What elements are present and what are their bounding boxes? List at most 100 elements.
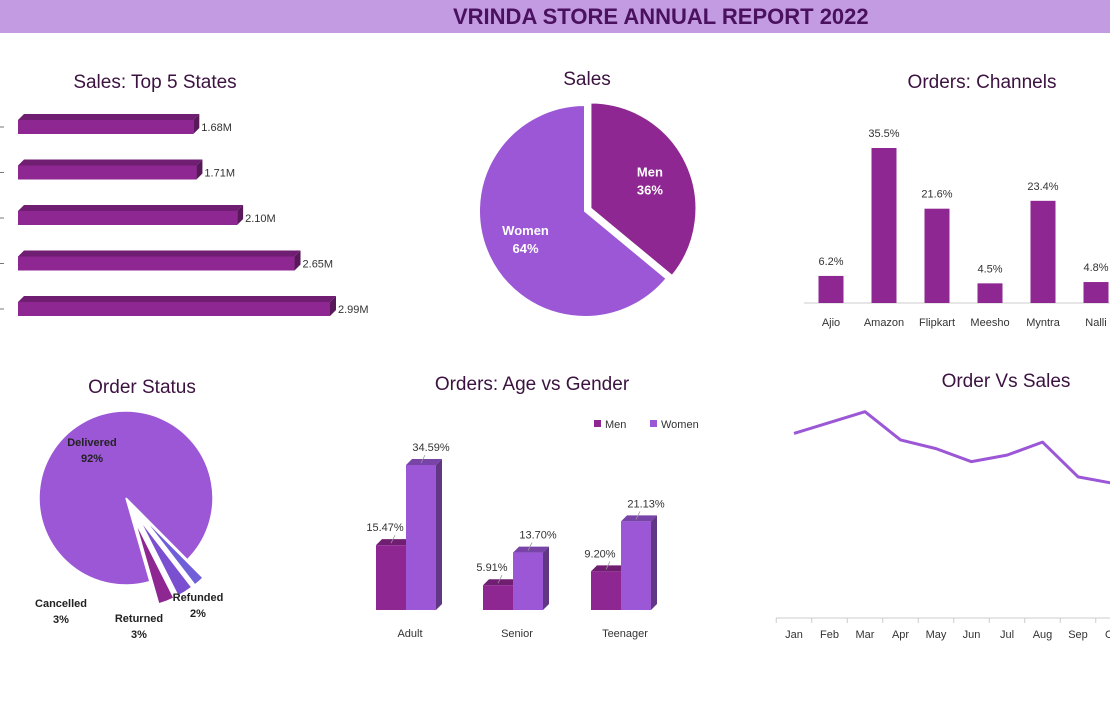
age-bar [621,521,651,610]
slice-label: Women [502,223,549,238]
state-bar-top [18,250,301,257]
chart-title: Order Vs Sales [942,371,1071,392]
bar-data-label: 2.10M [245,213,276,225]
age-bar-top [483,579,519,586]
slice-label: Delivered [67,437,117,449]
state-bar-side [330,296,336,316]
bar-data-label: 21.6% [921,189,952,201]
slice-label: Cancelled [35,598,87,610]
legend-swatch [594,420,601,427]
slice-label: Refunded [173,592,224,604]
pie-slice-refunded [141,515,205,587]
chart-title: Order Status [88,377,196,398]
slice-percent: 36% [637,182,663,197]
channel-bar [1030,200,1056,303]
age-bar [513,552,543,610]
chart-top-states: Sales: Top 5 States 1.68M 1.71M 2.10M 2.65M… [0,72,369,316]
bar-data-label: 9.20% [584,548,615,560]
chart-age-gender: Orders: Age vs Gender Men Women 15.47% 34.5… [366,374,699,640]
sales-line [793,410,1110,485]
bar-data-label: 23.4% [1027,181,1058,193]
x-tick-label: Myntra [1026,317,1061,329]
chart-order-status: Order Status Delivered 92% Cancelled 3% Retu… [35,377,224,641]
bar-data-label: 35.5% [868,128,899,140]
state-bar [18,302,330,316]
age-bar [406,465,436,610]
channel-bar [1083,282,1109,303]
x-tick-label: Feb [820,629,839,641]
pie-slice-delivered [38,410,214,586]
age-bar-top [406,459,442,465]
x-tick-label: Ajio [822,317,840,329]
slice-percent: 2% [190,608,206,620]
age-bar-top [591,565,627,572]
pie-slice-women [478,103,669,318]
leader-line [635,511,641,520]
age-bar [591,571,621,610]
slice-label: Returned [115,613,163,625]
chart-sales-gender: Sales Men 36% Women 64% [478,69,698,318]
pie-slice-cancelled [134,520,175,605]
age-bar [376,545,406,610]
bar-data-label: 1.68M [201,122,232,134]
legend-label: Women [661,419,699,431]
bar-data-label: 34.59% [412,442,450,454]
x-tick-label: Jun [963,629,981,641]
chart-title: Sales: Top 5 States [73,72,236,93]
age-bar-top [621,515,657,522]
state-bar-top [18,205,244,211]
x-tick-label: Teenager [602,628,648,640]
leader-line [390,534,396,544]
pie-slice-returned [138,517,193,597]
slice-label: Men [637,164,663,179]
state-bar-top [18,296,336,302]
pie-slice-men [589,101,698,278]
bar-data-label: 1.71M [204,168,235,180]
bar-data-label: 21.13% [627,498,665,510]
x-tick-label: Sep [1068,629,1088,641]
x-tick-label: Oct [1105,629,1110,641]
x-tick-label: Jan [785,629,803,641]
chart-title: Orders: Channels [908,72,1057,93]
channel-bar [977,283,1003,303]
leader-line [605,561,611,570]
leader-line [527,542,533,551]
state-bar [18,165,197,180]
channel-bar [818,275,844,303]
report-banner [0,0,1110,33]
leader-line [497,575,503,584]
channel-bar [924,208,950,303]
state-bar-side [196,159,203,180]
bar-data-label: 13.70% [519,530,557,542]
age-bar-side [436,459,442,610]
bar-data-label: 15.47% [366,522,404,534]
chart-channels: Orders: Channels 6.2% Ajio 35.5% Amazon 21.6… [804,72,1110,329]
legend-swatch [650,420,657,427]
channel-bar [871,148,897,303]
bar-data-label: 4.8% [1083,262,1108,274]
age-bar [483,585,513,610]
state-bar-side [193,114,200,134]
slice-percent: 92% [81,453,103,465]
chart-order-vs-sales: Order Vs Sales Jan Feb Mar Apr May Jun Jul Aug S… [775,371,1110,641]
age-bar-side [651,515,657,610]
state-bar-side [294,250,301,271]
x-tick-label: Mar [856,629,875,641]
bar-data-label: 4.5% [977,263,1002,275]
state-bar [18,211,238,225]
bar-data-label: 2.99M [338,304,369,316]
x-tick-label: Nalli [1085,317,1106,329]
x-tick-label: Amazon [864,317,904,329]
state-bar [18,256,295,271]
x-tick-label: Senior [501,628,533,640]
bar-data-label: 2.65M [303,259,334,271]
chart-title: Sales [563,69,611,90]
slice-percent: 64% [513,241,539,256]
x-tick-label: Flipkart [919,317,955,329]
state-bar [18,120,194,134]
legend-label: Men [605,419,626,431]
bar-data-label: 5.91% [476,562,507,574]
x-tick-label: Meesho [970,317,1009,329]
age-bar-side [543,546,549,610]
x-tick-label: Aug [1033,629,1053,641]
